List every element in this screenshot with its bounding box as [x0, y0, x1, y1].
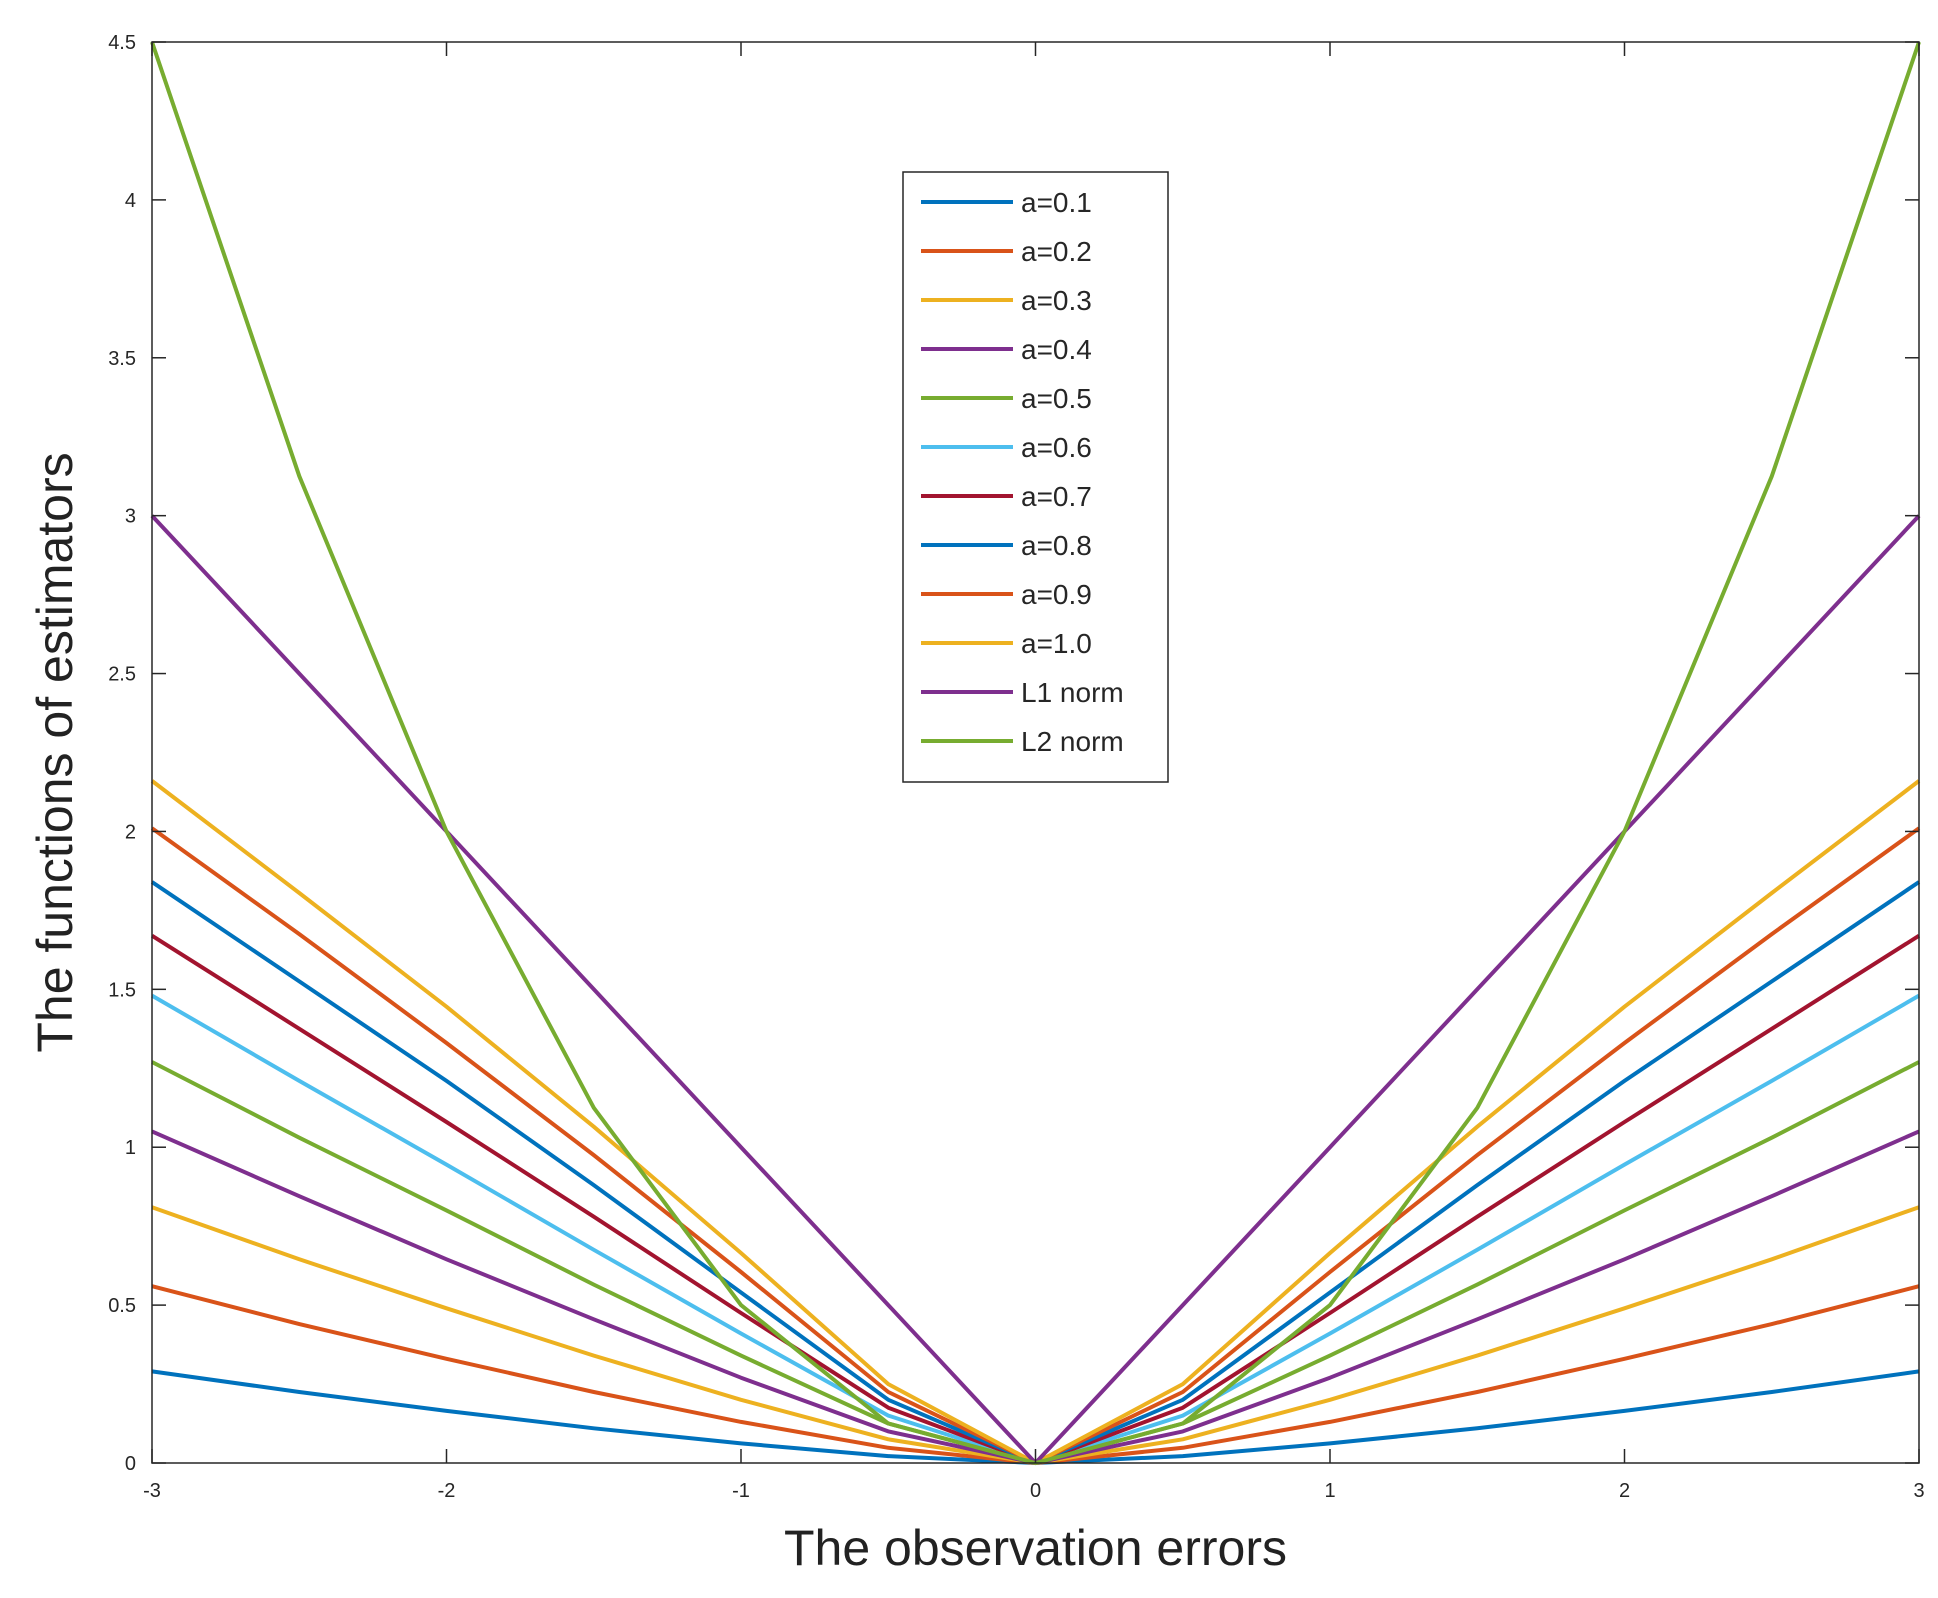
x-axis-label: The observation errors: [784, 1520, 1287, 1576]
y-tick-label: 0.5: [108, 1295, 136, 1317]
x-tick-label: -2: [438, 1480, 456, 1502]
y-tick-label: 4: [125, 190, 136, 212]
x-tick-label: -1: [732, 1480, 750, 1502]
y-tick-label: 1.5: [108, 979, 136, 1001]
legend-label: a=0.6: [1021, 432, 1092, 463]
y-axis-label: The functions of estimators: [27, 452, 83, 1052]
legend-label: a=0.2: [1021, 236, 1092, 267]
legend: a=0.1 a=0.2 a=0.3 a=0.4 a=0.5 a=0.6 a=0.7 a=0.8…: [902, 171, 1169, 783]
y-tick-label: 3: [125, 506, 136, 528]
y-tick-label: 0: [125, 1453, 136, 1475]
legend-label: a=0.9: [1021, 579, 1092, 610]
legend-label: a=0.4: [1021, 334, 1092, 365]
y-tick-label: 2: [125, 821, 136, 843]
y-tick-label: 4.5: [108, 32, 136, 54]
x-tick-label: 2: [1619, 1480, 1630, 1502]
legend-label: L2 norm: [1021, 726, 1124, 757]
y-tick-label: 3.5: [108, 348, 136, 370]
legend-label: a=0.1: [1021, 187, 1092, 218]
legend-label: a=1.0: [1021, 628, 1092, 659]
x-tick-label: -3: [143, 1480, 161, 1502]
axis-ticks: -3 -2 -1 0 1 2 3 0 0.5 1 1.5 2 2.5 3 3.5 4 4.5: [108, 32, 1924, 1502]
legend-label: a=0.3: [1021, 285, 1092, 316]
x-tick-label: 0: [1030, 1480, 1041, 1502]
x-tick-label: 1: [1324, 1480, 1335, 1502]
legend-label: a=0.8: [1021, 530, 1092, 561]
legend-label: L1 norm: [1021, 677, 1124, 708]
y-tick-label: 2.5: [108, 664, 136, 686]
x-tick-label: 3: [1913, 1480, 1924, 1502]
y-tick-label: 1: [125, 1137, 136, 1159]
legend-label: a=0.5: [1021, 383, 1092, 414]
legend-box: [902, 171, 1169, 783]
legend-label: a=0.7: [1021, 481, 1092, 512]
